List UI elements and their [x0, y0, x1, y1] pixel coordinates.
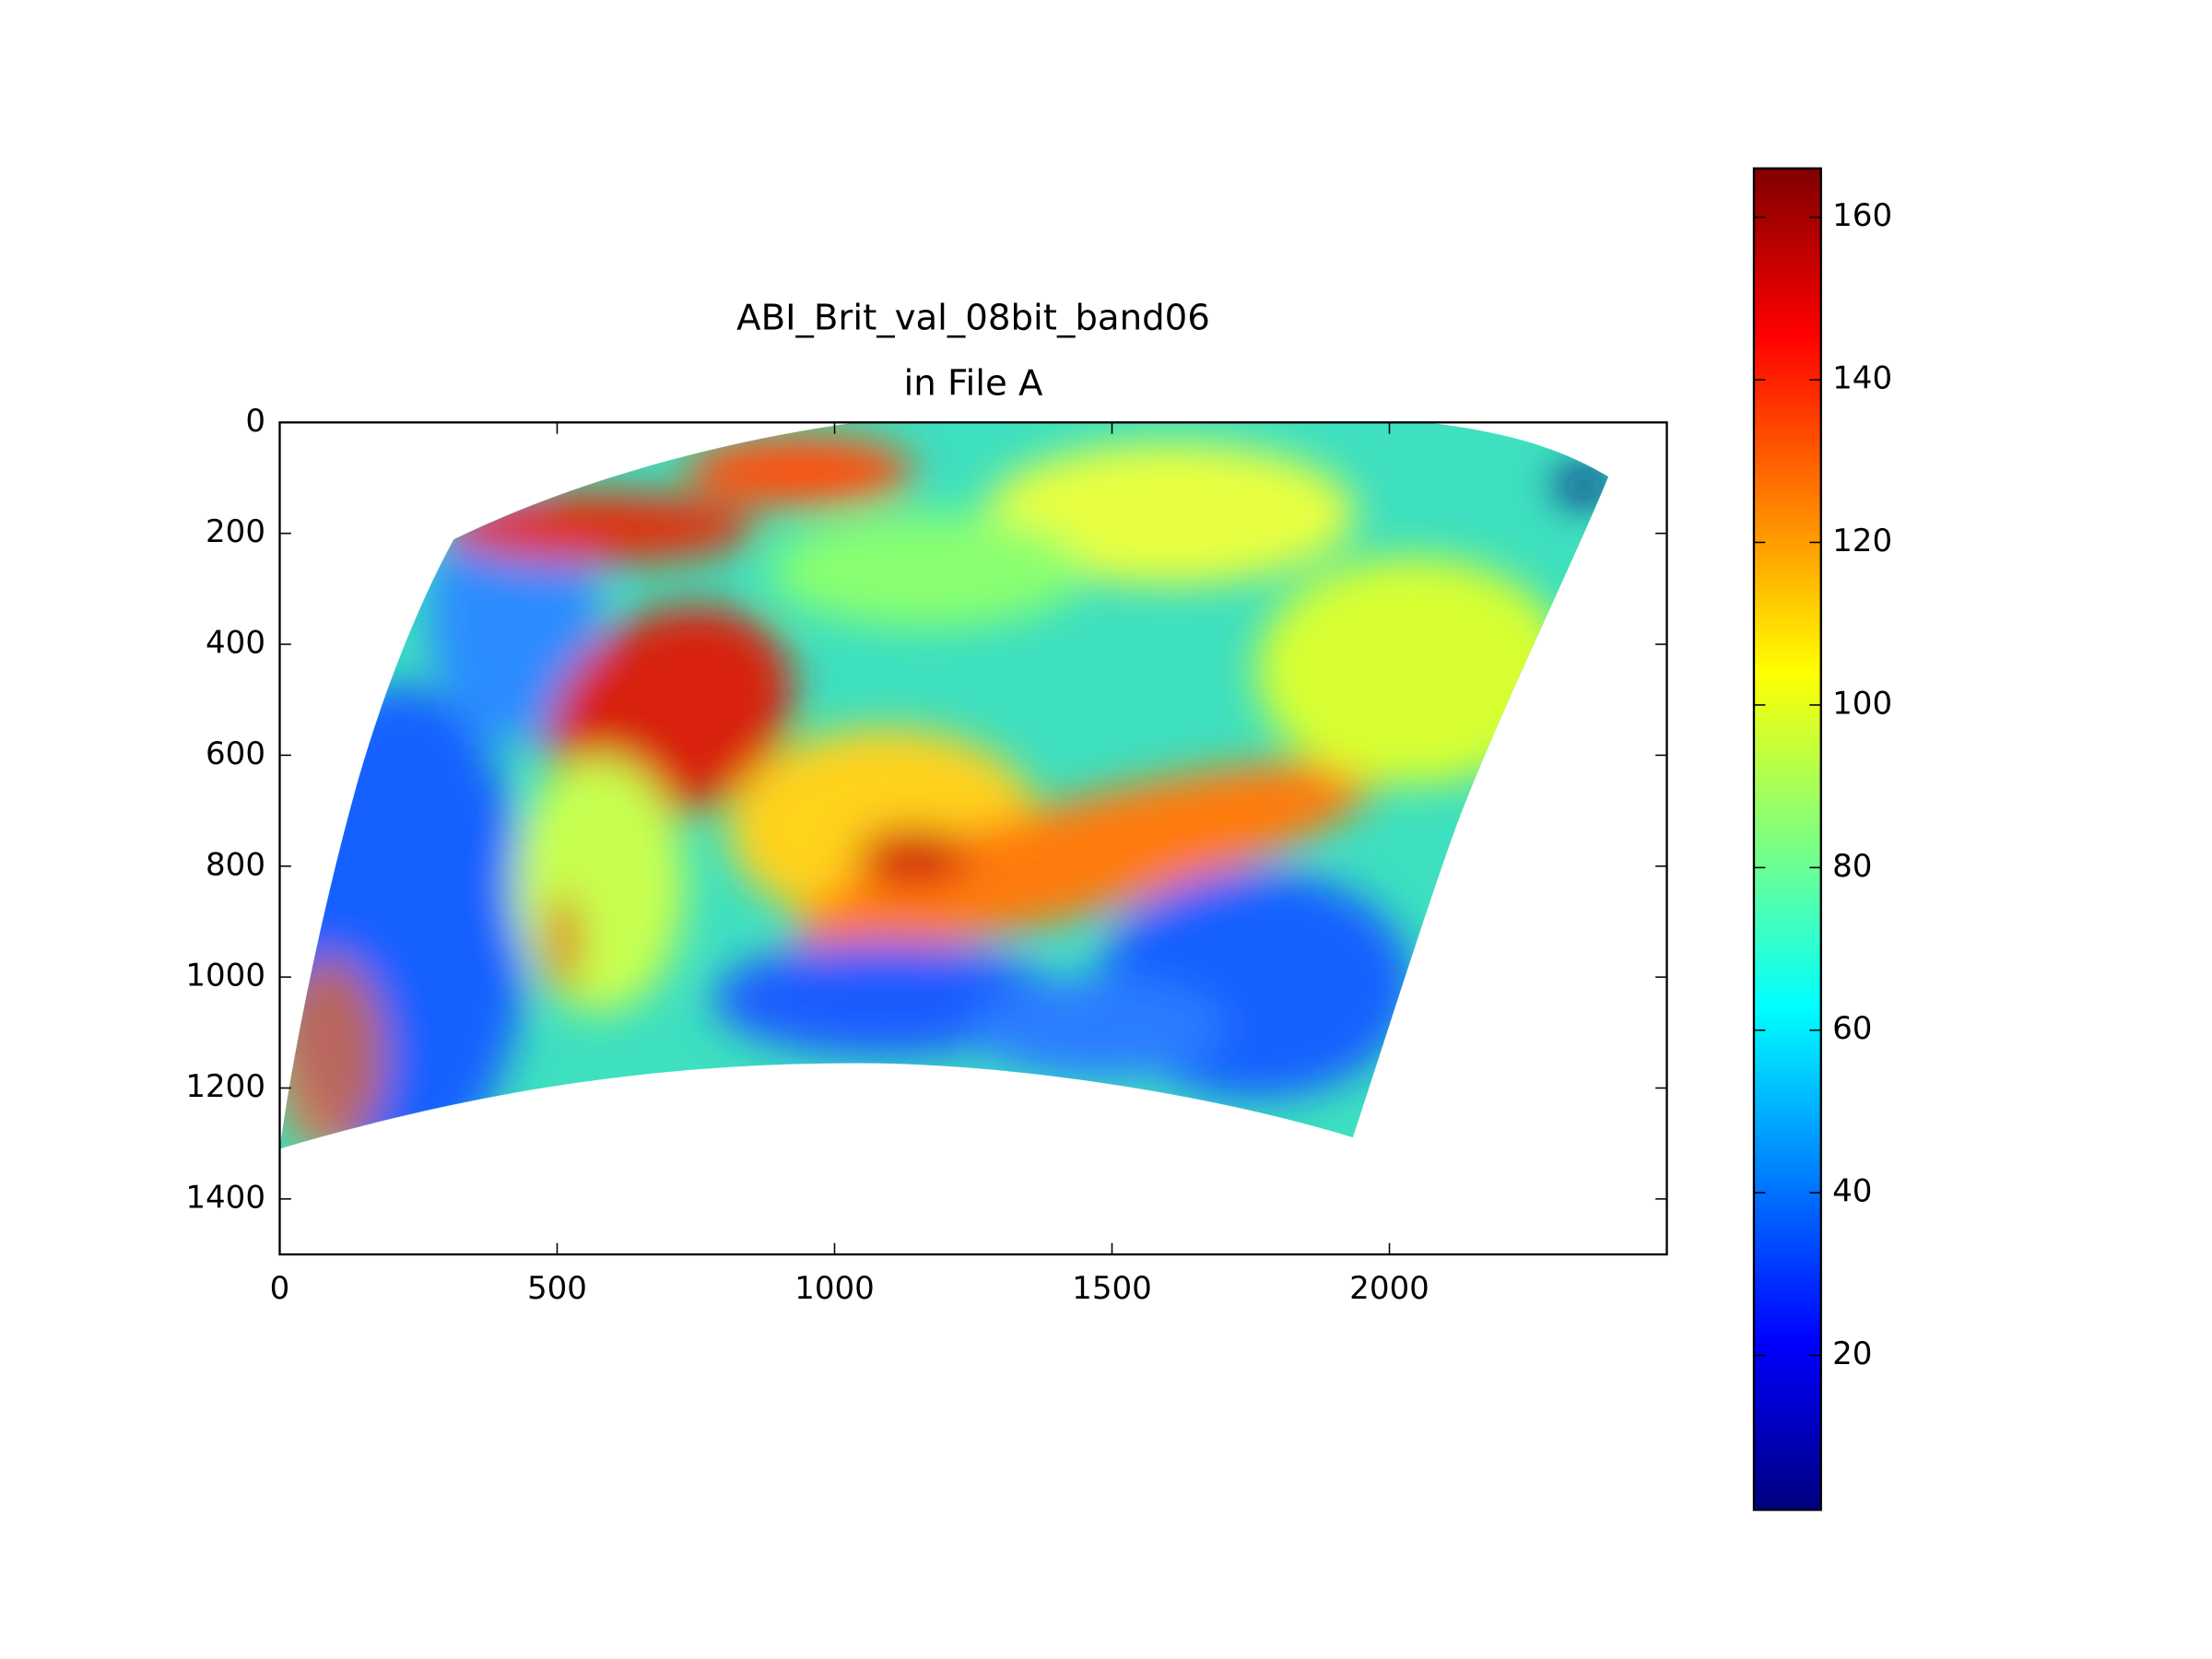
image — [279, 422, 1609, 1149]
x-tick-label: 1000 — [794, 1270, 875, 1307]
y-tick-label: 1000 — [185, 958, 265, 994]
colorbar — [1752, 167, 1822, 1512]
y-tick-label: 400 — [206, 625, 265, 662]
colorbar-tick-label: 40 — [1832, 1173, 1872, 1210]
colorbar-tick-label: 100 — [1832, 685, 1892, 722]
x-tick-label: 500 — [527, 1270, 587, 1307]
y-tick-label: 800 — [206, 846, 265, 883]
colorbar-tick-label: 20 — [1832, 1335, 1872, 1372]
y-tick-label: 1400 — [185, 1179, 265, 1216]
y-tick-label: 600 — [206, 735, 265, 772]
y-tick-label: 200 — [206, 513, 265, 550]
colorbar-tick-label: 160 — [1832, 197, 1892, 234]
satellite-swath — [279, 422, 1609, 1149]
y-tick-label: 0 — [245, 403, 265, 440]
colorbar-tick-label: 80 — [1832, 848, 1872, 885]
x-tick-label: 2000 — [1349, 1270, 1430, 1307]
colorbar-tick-label: 140 — [1832, 360, 1892, 397]
chart-title: ABI_Brit_val_08bit_band06 — [736, 297, 1210, 338]
chart-subtitle: in File A — [903, 363, 1043, 405]
x-tick-label: 0 — [270, 1270, 290, 1307]
colorbar-tick-label: 60 — [1832, 1010, 1872, 1047]
colorbar-tick-label: 120 — [1832, 523, 1892, 559]
axes-frame — [278, 421, 1668, 1256]
y-tick-label: 1200 — [185, 1068, 265, 1105]
x-tick-label: 1500 — [1072, 1270, 1152, 1307]
